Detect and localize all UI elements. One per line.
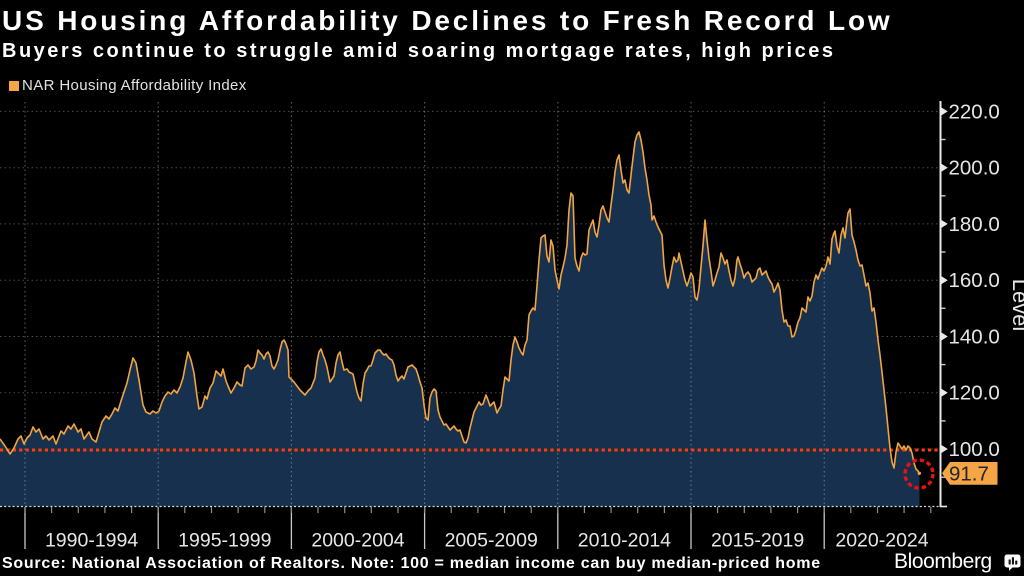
svg-text:200.0: 200.0 xyxy=(949,157,1000,180)
svg-text:Level: Level xyxy=(1008,279,1024,332)
svg-text:1995-1999: 1995-1999 xyxy=(178,530,271,552)
svg-text:2000-2004: 2000-2004 xyxy=(311,530,404,552)
svg-text:120.0: 120.0 xyxy=(949,382,1000,405)
svg-text:220.0: 220.0 xyxy=(949,100,1000,123)
svg-text:2015-2019: 2015-2019 xyxy=(711,530,804,552)
svg-text:160.0: 160.0 xyxy=(949,269,1000,292)
svg-text:91.7: 91.7 xyxy=(949,463,989,486)
svg-text:180.0: 180.0 xyxy=(949,213,1000,236)
svg-text:2020-2024: 2020-2024 xyxy=(835,530,928,552)
svg-text:140.0: 140.0 xyxy=(949,326,1000,349)
svg-text:1990-1994: 1990-1994 xyxy=(45,530,138,552)
svg-text:100.0: 100.0 xyxy=(949,438,1000,461)
svg-text:2010-2014: 2010-2014 xyxy=(578,530,671,552)
svg-text:2005-2009: 2005-2009 xyxy=(445,530,538,552)
